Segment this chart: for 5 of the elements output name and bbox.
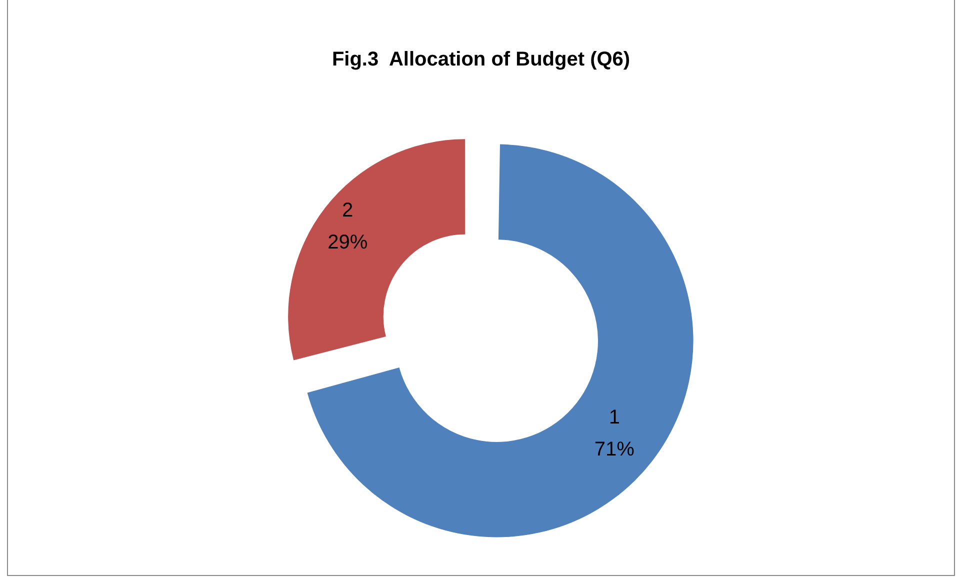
slice-label: 2 [342,200,354,222]
data-label: 71% [594,438,635,460]
data-label: 29% [328,232,368,254]
chart-title: Fig.3 Allocation of Budget (Q6) [332,48,630,71]
slice-label: 1 [608,406,620,428]
